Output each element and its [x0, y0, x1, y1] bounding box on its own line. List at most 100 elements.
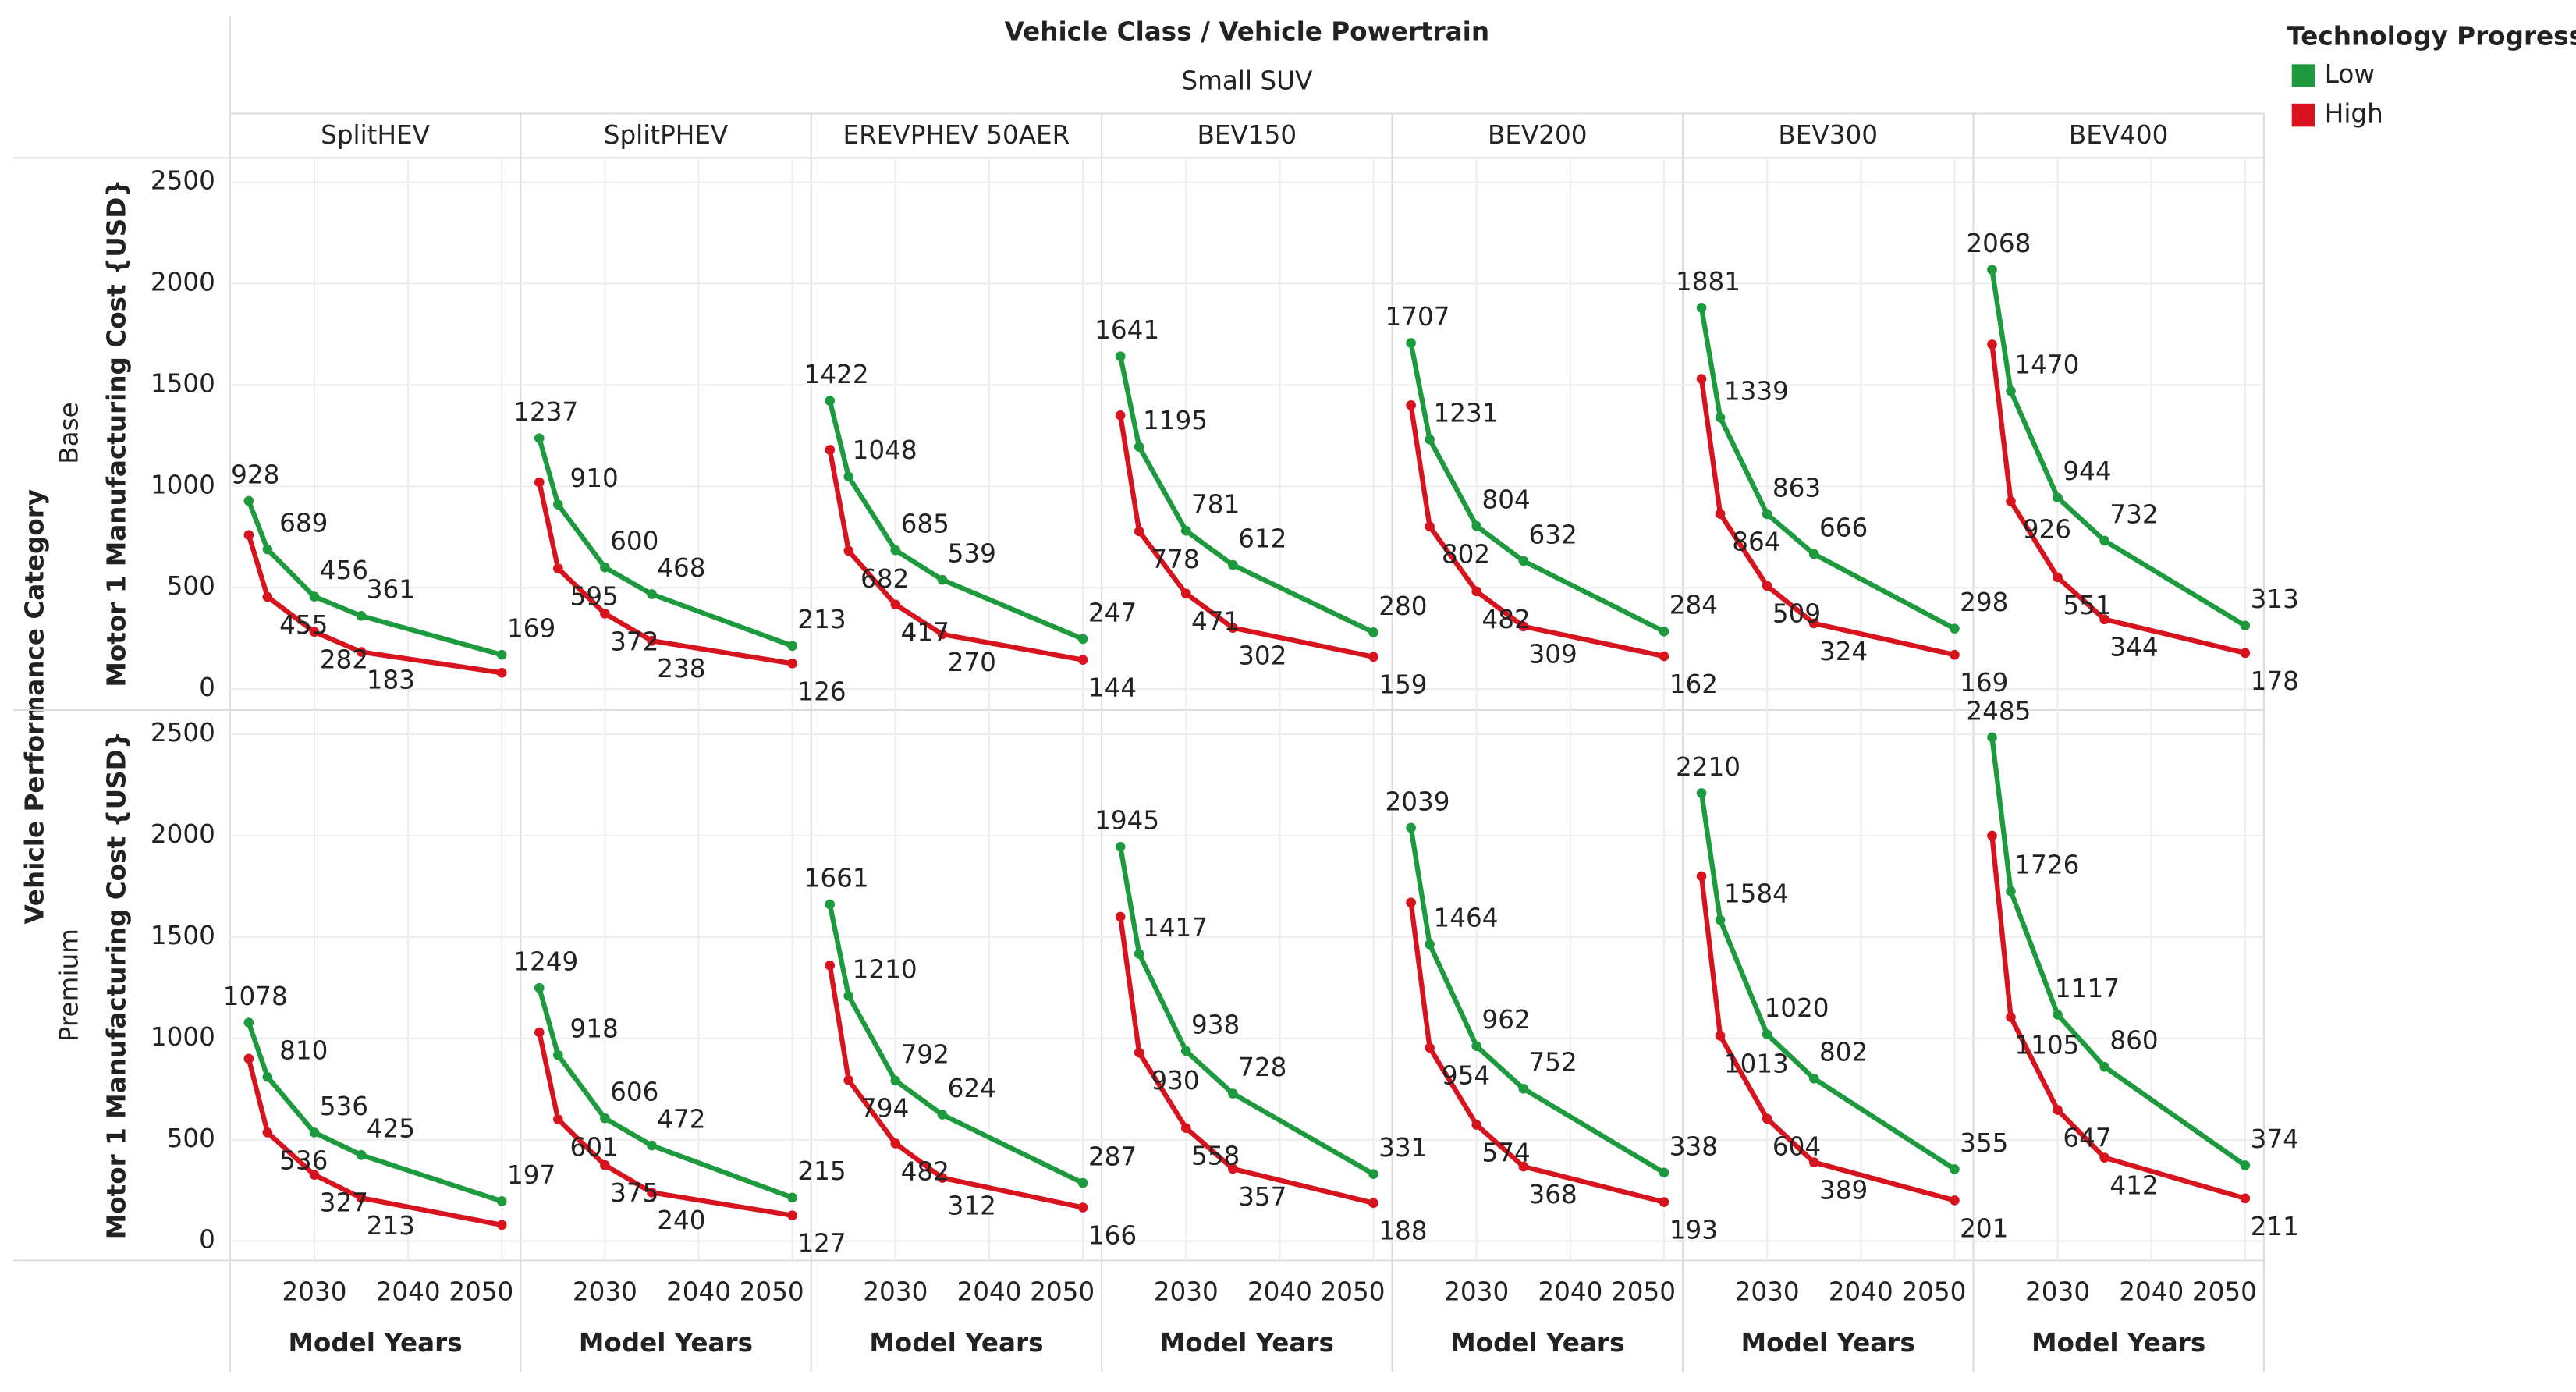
data-point — [890, 1138, 901, 1149]
y-tick-label: 1500 — [151, 368, 215, 398]
data-point — [309, 627, 320, 637]
data-point — [1471, 1120, 1482, 1130]
x-tick-label: 2030 — [573, 1277, 637, 1306]
x-tick-label: 2030 — [1154, 1277, 1219, 1306]
x-axis-title: Model Years — [579, 1328, 753, 1358]
column-header: BEV200 — [1488, 120, 1588, 150]
data-point — [309, 1170, 320, 1181]
data-label: 213 — [797, 605, 846, 634]
data-label: 456 — [320, 556, 368, 585]
x-axis-title: Model Years — [1160, 1328, 1334, 1358]
data-point — [1406, 822, 1416, 833]
data-label: 389 — [1819, 1176, 1868, 1206]
legend-swatch — [2291, 103, 2315, 127]
data-point — [496, 649, 507, 660]
data-point — [262, 1127, 273, 1138]
data-point — [2006, 886, 2016, 897]
x-tick-label: 2030 — [1735, 1277, 1800, 1306]
data-label: 1078 — [223, 982, 288, 1011]
data-label: 944 — [2063, 456, 2111, 486]
data-point — [1762, 581, 1772, 591]
data-label: 472 — [657, 1104, 705, 1134]
data-point — [243, 495, 254, 506]
data-label: 558 — [1191, 1142, 1240, 1171]
x-tick-label: 2030 — [863, 1277, 928, 1306]
data-label: 1117 — [2055, 974, 2120, 1003]
data-point — [496, 1220, 507, 1230]
data-point — [937, 1173, 948, 1183]
data-label: 778 — [1151, 545, 1199, 574]
column-header: BEV150 — [1198, 120, 1297, 150]
data-point — [1471, 1041, 1482, 1052]
x-tick-label: 2040 — [956, 1277, 1021, 1306]
data-label: 1013 — [1724, 1049, 1789, 1078]
data-label: 372 — [610, 627, 658, 656]
data-label: 375 — [610, 1178, 658, 1208]
data-point — [843, 471, 854, 482]
data-label: 1020 — [1765, 993, 1829, 1023]
data-label: 215 — [797, 1156, 846, 1186]
data-label: 270 — [948, 648, 996, 677]
chart-title: Vehicle Class / Vehicle Powertrain — [1005, 16, 1489, 46]
data-label: 863 — [1772, 473, 1821, 502]
data-label: 632 — [1529, 520, 1577, 549]
data-label: 331 — [1378, 1133, 1427, 1163]
data-point — [1715, 509, 1726, 519]
data-label: 624 — [948, 1074, 996, 1103]
data-point — [243, 1017, 254, 1028]
data-point — [937, 574, 948, 585]
series-line — [1698, 792, 1957, 1172]
data-label: 1210 — [853, 955, 917, 985]
data-point — [1950, 623, 1960, 634]
data-point — [1808, 618, 1819, 629]
data-label: 162 — [1669, 669, 1718, 699]
data-point — [1762, 1029, 1772, 1039]
series-line — [827, 904, 1084, 1185]
data-point — [1808, 1073, 1819, 1084]
data-point — [1471, 586, 1482, 597]
data-label: 926 — [2023, 514, 2071, 544]
data-point — [1077, 634, 1088, 645]
data-label: 238 — [657, 654, 705, 684]
data-point — [1950, 1164, 1960, 1174]
data-point — [1406, 338, 1416, 348]
data-point — [1659, 651, 1669, 662]
data-label: 962 — [1481, 1005, 1530, 1035]
series-line — [1408, 827, 1666, 1175]
data-label: 309 — [1529, 640, 1577, 669]
data-label: 802 — [1819, 1038, 1868, 1067]
data-point — [1368, 1169, 1378, 1179]
data-point — [243, 530, 254, 540]
x-tick-label: 2030 — [282, 1277, 346, 1306]
data-point — [1228, 1163, 1238, 1174]
data-label: 361 — [367, 575, 415, 605]
y-axis-title: Motor 1 Manufacturing Cost {USD} — [102, 731, 132, 1239]
data-point — [496, 1196, 507, 1206]
data-label: 240 — [657, 1206, 705, 1235]
column-header: BEV300 — [1778, 120, 1878, 150]
data-label: 344 — [2109, 633, 2158, 662]
data-point — [1134, 526, 1144, 537]
series-line — [1118, 356, 1375, 635]
data-label: 1417 — [1143, 913, 1208, 943]
data-label: 355 — [1960, 1128, 2008, 1158]
data-point — [552, 1114, 563, 1124]
data-point — [2099, 1061, 2109, 1072]
data-point — [1228, 623, 1238, 633]
y-tick-label: 0 — [199, 1225, 215, 1255]
data-point — [2099, 1152, 2109, 1163]
data-label: 169 — [1960, 668, 2008, 698]
data-label: 1584 — [1724, 879, 1789, 909]
x-tick-label: 2040 — [666, 1277, 731, 1306]
data-label: 1945 — [1095, 806, 1159, 836]
column-header: SplitHEV — [321, 120, 430, 150]
x-tick-label: 2040 — [1247, 1277, 1312, 1306]
data-point — [1077, 655, 1088, 666]
data-label: 810 — [279, 1036, 328, 1066]
data-point — [1180, 1123, 1191, 1134]
column-header: BEV400 — [2069, 120, 2169, 150]
data-point — [843, 990, 854, 1001]
y-tick-label: 1000 — [151, 1022, 215, 1052]
data-point — [1425, 939, 1435, 950]
data-point — [825, 960, 836, 971]
